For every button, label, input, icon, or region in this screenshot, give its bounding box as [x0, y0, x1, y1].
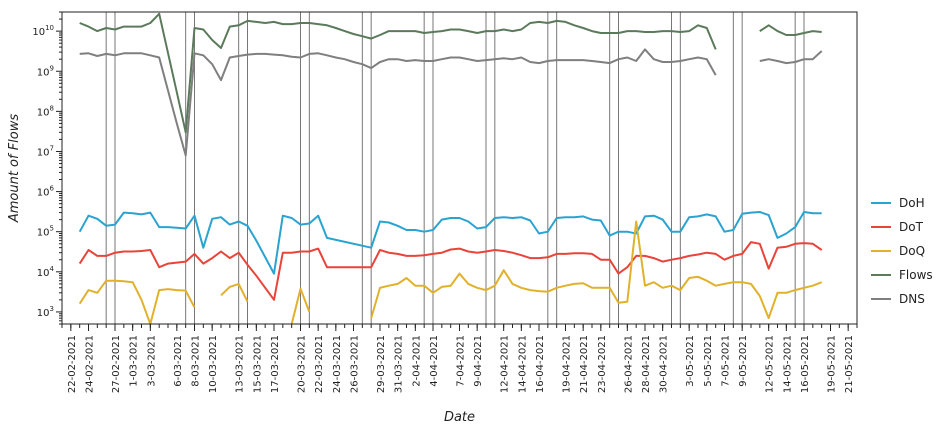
x-tick-label: 14-05-2021: [782, 335, 793, 393]
x-axis-title: Date: [444, 410, 475, 425]
series-line-flows: [79, 12, 822, 134]
legend: DoH DoT DoQ Flows DNS: [871, 196, 933, 306]
x-tick-label: 4-04-2021: [429, 335, 440, 387]
y-axis-ticks: 103 104 105 106 107 108 109 1010: [32, 11, 62, 325]
x-tick-label: 26-04-2021: [623, 335, 634, 393]
x-tick-label: 31-03-2021: [394, 335, 405, 393]
axes: [61, 11, 858, 325]
x-tick-label: 23-04-2021: [597, 335, 608, 393]
series-line-doq: [78, 220, 823, 325]
x-tick-label: 16-05-2021: [800, 335, 811, 393]
x-tick-label: 17-03-2021: [270, 335, 281, 393]
x-tick-label: 24-02-2021: [85, 335, 96, 393]
x-tick-label: 9-05-2021: [738, 335, 749, 387]
y-tick-label: 1010: [32, 24, 54, 38]
series-lines: [78, 12, 823, 325]
y-tick-label: 104: [37, 265, 55, 279]
x-tick-label: 26-03-2021: [350, 335, 361, 393]
x-tick-label: 14-04-2021: [517, 335, 528, 393]
series-line-dns: [79, 48, 823, 157]
x-tick-label: 16-04-2021: [535, 335, 546, 393]
y-tick-label: 108: [37, 104, 54, 118]
weekend-markers: [105, 12, 805, 324]
series-line-dot: [78, 241, 823, 301]
x-tick-label: 22-02-2021: [67, 335, 78, 393]
legend-item-dns[interactable]: DNS: [871, 292, 925, 306]
x-tick-label: 21-04-2021: [579, 335, 590, 393]
x-tick-label: 6-03-2021: [173, 335, 184, 387]
x-tick-label: 15-03-2021: [252, 335, 263, 393]
y-tick-label: 106: [37, 185, 55, 199]
x-tick-label: 5-05-2021: [703, 335, 714, 387]
y-tick-label: 103: [37, 305, 54, 319]
legend-label: DNS: [899, 292, 925, 306]
legend-label: DoH: [899, 196, 925, 210]
y-tick-label: 105: [37, 225, 54, 239]
x-tick-label: 1-03-2021: [129, 335, 140, 387]
x-tick-label: 21-05-2021: [844, 335, 855, 393]
x-tick-label: 24-03-2021: [332, 335, 343, 393]
x-tick-label: 20-03-2021: [297, 335, 308, 393]
legend-item-flows[interactable]: Flows: [871, 268, 933, 282]
x-tick-label: 12-05-2021: [765, 335, 776, 393]
x-tick-label: 19-05-2021: [827, 335, 838, 393]
x-tick-label: 3-03-2021: [146, 335, 157, 387]
y-tick-label: 109: [37, 64, 54, 78]
plot-frame: [61, 11, 858, 325]
x-tick-label: 19-04-2021: [562, 335, 573, 393]
x-tick-label: 27-02-2021: [111, 335, 122, 393]
x-tick-label: 9-04-2021: [473, 335, 484, 387]
legend-item-doh[interactable]: DoH: [871, 196, 925, 210]
legend-label: DoQ: [899, 244, 925, 258]
x-tick-label: 10-03-2021: [208, 335, 219, 393]
series-line-doh: [78, 211, 822, 275]
x-tick-label: 7-05-2021: [721, 335, 732, 387]
x-tick-label: 13-03-2021: [235, 335, 246, 393]
legend-item-dot[interactable]: DoT: [871, 220, 924, 234]
x-tick-label: 12-04-2021: [500, 335, 511, 393]
x-tick-label: 2-04-2021: [411, 335, 422, 387]
x-axis-ticks: 22-02-2021 24-02-2021 27-02-2021 1-03-2021 3…: [61, 324, 858, 393]
legend-item-doq[interactable]: DoQ: [871, 244, 925, 258]
x-tick-label: 28-04-2021: [641, 335, 652, 393]
x-tick-label: 3-05-2021: [685, 335, 696, 387]
x-tick-label: 29-03-2021: [376, 335, 387, 393]
legend-label: DoT: [899, 220, 924, 234]
x-tick-label: 7-04-2021: [456, 335, 467, 387]
x-tick-label: 30-04-2021: [659, 335, 670, 393]
legend-label: Flows: [899, 268, 933, 282]
x-tick-label: 22-03-2021: [314, 335, 325, 393]
x-tick-label: 8-03-2021: [191, 335, 202, 387]
y-tick-label: 107: [37, 144, 54, 158]
y-axis-title: Amount of Flows: [7, 114, 22, 224]
